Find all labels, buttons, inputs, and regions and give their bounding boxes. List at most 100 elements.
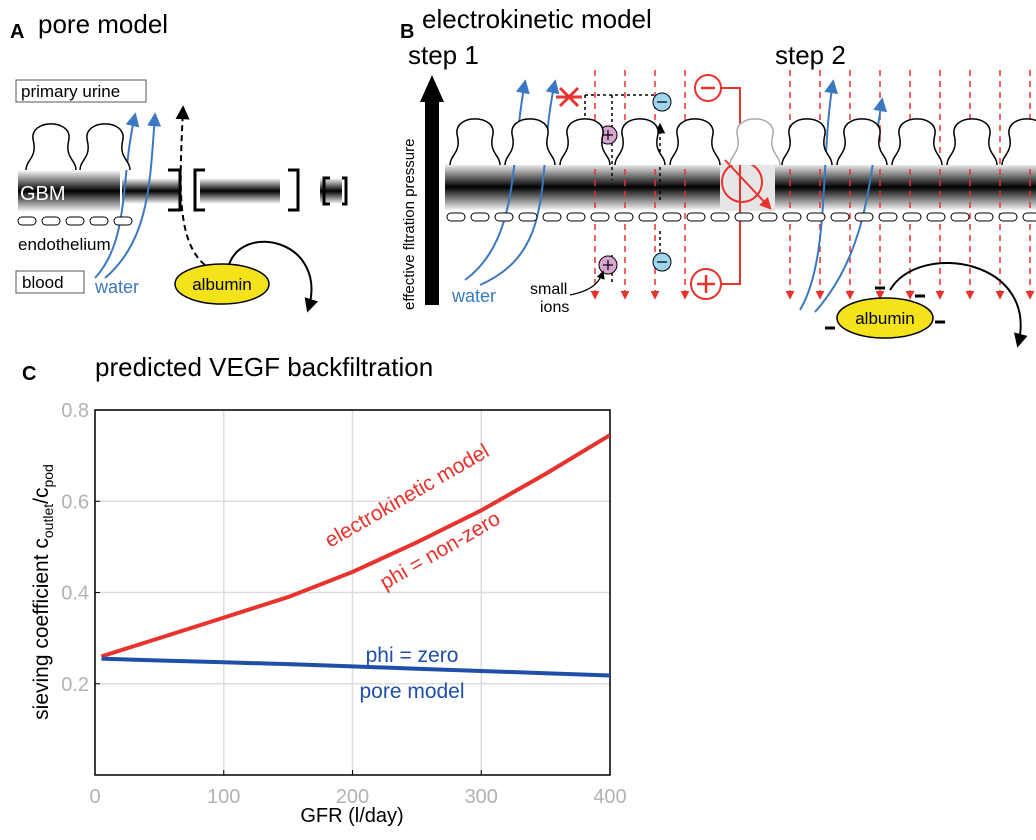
- podocyte: [836, 118, 888, 166]
- endothelial-cell: [17, 216, 37, 226]
- water-arrow: [799, 79, 839, 311]
- albumin-arrow: [889, 261, 1028, 348]
- albumin: [836, 297, 934, 339]
- endothelial-cell: [614, 212, 634, 222]
- endothelial-cell: [950, 212, 970, 222]
- water-arrow: [479, 79, 560, 286]
- circuit: [721, 87, 741, 285]
- panel-label: B: [400, 21, 414, 43]
- endothelial-cell: [446, 212, 466, 222]
- label: small: [530, 281, 567, 298]
- panel-title: electrokinetic model: [422, 4, 652, 34]
- endothelial-cell: [89, 216, 109, 226]
- endothelial-cell: [494, 212, 514, 222]
- x-axis-label: GFR (l/day): [300, 805, 403, 827]
- gbm: [445, 163, 720, 211]
- endothelial-cell: [65, 216, 85, 226]
- endothelial-cell: [662, 212, 682, 222]
- label: blood: [22, 273, 64, 292]
- endothelial-cell: [710, 212, 730, 222]
- endothelial-cell: [518, 212, 538, 222]
- albumin: [174, 263, 270, 305]
- y-axis-label-part: pod: [40, 464, 56, 487]
- water-arrow: [94, 112, 140, 279]
- endothelial-cell: [758, 212, 778, 222]
- podocyte: [25, 123, 77, 171]
- podocyte: [729, 118, 781, 166]
- label: water: [94, 277, 139, 297]
- charge-sign: [697, 275, 715, 293]
- label: albumin: [855, 309, 915, 328]
- endothelial-cell: [590, 212, 610, 222]
- water-arrow: [104, 112, 162, 279]
- pointer: [569, 270, 605, 296]
- label: step 1: [408, 40, 479, 70]
- endothelial-cell: [686, 212, 706, 222]
- label: step 2: [775, 40, 846, 70]
- block-mark: [556, 86, 582, 108]
- podocyte: [1001, 118, 1036, 166]
- pressure-arrow: [420, 75, 444, 102]
- endothelial-cell: [926, 212, 946, 222]
- label: GBM: [20, 183, 66, 205]
- label-box: [15, 79, 147, 103]
- endothelial-cell: [902, 212, 922, 222]
- label-box: [15, 270, 85, 294]
- panel-label: C: [22, 363, 36, 385]
- y-axis-label: sieving coefficient coutlet/cpod: [30, 464, 56, 720]
- x-tick-label: 300: [465, 786, 498, 808]
- endothelial-cell: [998, 212, 1018, 222]
- y-tick-label: 0.6: [61, 491, 89, 513]
- y-axis-label-part: outlet: [40, 504, 56, 538]
- podocyte: [504, 118, 556, 166]
- gbm: [775, 163, 1036, 211]
- label: ions: [540, 299, 569, 316]
- y-axis-label-part: /c: [30, 488, 53, 504]
- axes-box: [94, 409, 611, 776]
- x-tick-label: 0: [89, 786, 100, 808]
- podocyte: [781, 118, 833, 166]
- endothelial-cell: [782, 212, 802, 222]
- label: endothelium: [18, 235, 111, 254]
- label: primary urine: [21, 82, 120, 101]
- endothelial-cell: [113, 216, 133, 226]
- endothelial-cell: [638, 212, 658, 222]
- x-tick-label: 200: [336, 786, 369, 808]
- charge-sign: [825, 286, 945, 330]
- albumin-arrow: [227, 240, 319, 313]
- podocyte: [449, 118, 501, 166]
- endothelial-cell: [470, 212, 490, 222]
- series-line: [101, 656, 610, 678]
- podocyte: [559, 118, 611, 166]
- endothelial-cell: [878, 212, 898, 222]
- endothelial-cell: [974, 212, 994, 222]
- charge-sign: [603, 101, 667, 270]
- endothelial-cell: [1022, 212, 1036, 222]
- label: effective fltration pressure: [401, 139, 418, 310]
- podocyte: [614, 118, 666, 166]
- label: albumin: [192, 275, 252, 294]
- y-tick-label: 0.2: [61, 674, 89, 696]
- panel-title: pore model: [38, 9, 168, 39]
- endothelial-cell: [566, 212, 586, 222]
- y-tick-label: 0.4: [61, 583, 89, 605]
- podocyte: [946, 118, 998, 166]
- endothelial-cell: [41, 216, 61, 226]
- endothelial-cell: [830, 212, 850, 222]
- podocyte: [79, 123, 131, 171]
- y-axis-label-part: sieving coefficient c: [30, 538, 53, 720]
- albumin-arrow: [175, 105, 206, 266]
- podocyte: [669, 118, 721, 166]
- series-label: pore model: [359, 680, 464, 703]
- water-arrow: [464, 79, 530, 281]
- podocyte: [891, 118, 943, 166]
- endothelial-cell: [806, 212, 826, 222]
- y-tick-label: 0.8: [61, 400, 89, 422]
- x-tick-label: 100: [207, 786, 240, 808]
- x-tick-label: 400: [593, 786, 626, 808]
- endothelial-cell: [854, 212, 874, 222]
- annotation: phi = zero: [366, 644, 459, 667]
- label: water: [451, 286, 496, 306]
- panel-label: A: [10, 21, 24, 43]
